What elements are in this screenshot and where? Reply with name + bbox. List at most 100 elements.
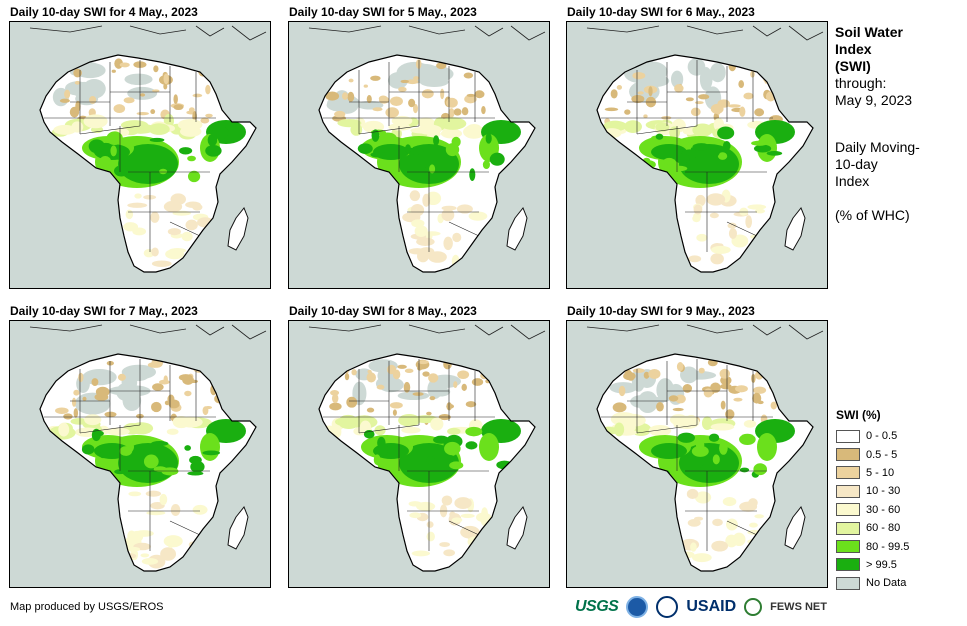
dry-patch (403, 381, 411, 393)
saturated-patch (88, 139, 105, 154)
moist-patch (709, 212, 719, 219)
saturated-patch (99, 451, 107, 459)
dry-patch (111, 69, 116, 73)
dry-patch (342, 92, 348, 100)
moist-patch (471, 129, 483, 136)
saturated-patch (211, 126, 229, 140)
moist-patch (441, 208, 455, 222)
dry-patch (163, 83, 168, 90)
dry-patch (168, 399, 180, 409)
dry-patch (417, 360, 429, 365)
moist-patch (441, 495, 453, 506)
usaid-seal-icon (656, 596, 679, 618)
credit-text: Map produced by USGS/EROS (10, 601, 164, 613)
dry-patch (623, 371, 636, 381)
saturated-patch (671, 165, 688, 172)
moist-patch (688, 255, 702, 263)
moist-patch (179, 126, 202, 137)
dry-patch (113, 104, 126, 114)
dry-patch (206, 73, 212, 79)
legend-item: 0 - 0.5 (836, 427, 909, 445)
saturated-patch (119, 446, 133, 456)
legend-item: 30 - 60 (836, 501, 909, 519)
map-panel-1 (9, 21, 271, 289)
no-data-patch (687, 58, 706, 76)
moist-patch (443, 549, 456, 557)
moist-patch (408, 501, 422, 507)
africa-coastline (596, 353, 814, 572)
dry-patch (216, 373, 221, 383)
dry-patch (719, 368, 730, 379)
saturated-patch (151, 441, 169, 447)
dry-patch (443, 359, 452, 370)
dry-patch (422, 371, 430, 377)
dry-patch (331, 393, 339, 404)
dry-patch (674, 84, 684, 93)
saturated-patch (187, 170, 201, 183)
dry-patch (123, 97, 135, 104)
africa-map (586, 324, 824, 572)
dry-patch (637, 91, 644, 95)
moist-patch (452, 232, 462, 243)
dry-patch (436, 62, 447, 70)
moist-patch (84, 414, 102, 426)
legend-label: 80 - 99.5 (866, 540, 910, 553)
info-desc-line1: Daily Moving- (835, 139, 920, 155)
moist-patch (696, 233, 708, 242)
moist-patch (181, 231, 193, 242)
no-data-patch (126, 365, 151, 382)
dry-patch (417, 366, 423, 371)
dry-patch (347, 91, 355, 102)
saturated-patch (81, 444, 95, 455)
dry-patch (610, 89, 618, 99)
no-data-patch (431, 386, 451, 397)
dry-patch (178, 374, 193, 381)
saturated-patch (149, 137, 165, 143)
dry-patch (136, 111, 149, 116)
wet-patch (757, 433, 777, 461)
dry-patch (676, 361, 684, 372)
africa-coastline (318, 353, 536, 572)
dry-patch (117, 373, 126, 381)
legend-item: 60 - 80 (836, 519, 909, 537)
saturated-patch (751, 140, 768, 146)
madagascar (227, 506, 249, 550)
dry-patch (481, 106, 486, 115)
dry-patch (465, 401, 477, 408)
country-border (358, 125, 420, 135)
dry-patch (184, 390, 192, 397)
saturated-patch (106, 131, 123, 145)
panel-title-5: Daily 10-day SWI for 8 May., 2023 (289, 304, 477, 318)
map-panel-5 (288, 320, 550, 588)
dry-patch (453, 108, 462, 116)
moist-patch (620, 413, 646, 427)
saturated-patch (710, 146, 720, 157)
saturated-patch (378, 132, 397, 143)
legend-title: SWI (%) (836, 408, 881, 422)
dry-patch (200, 117, 210, 124)
moist-patch (726, 518, 738, 531)
moist-patch (754, 514, 765, 519)
no-data-patch (397, 391, 430, 401)
dry-patch (426, 411, 432, 416)
dry-patch (366, 372, 376, 383)
dry-patch (453, 381, 458, 388)
saturated-patch (205, 144, 222, 157)
saturated-patch (663, 459, 672, 471)
legend-item: 5 - 10 (836, 464, 909, 482)
info-through-label: through: (835, 75, 887, 91)
legend-label: 0.5 - 5 (866, 448, 898, 461)
moist-patch (426, 531, 435, 542)
moist-patch (125, 546, 141, 552)
dry-patch (73, 68, 82, 78)
country-border (448, 221, 480, 237)
dry-patch (428, 373, 439, 383)
legend-label: 60 - 80 (866, 522, 901, 535)
europe-coastline (586, 25, 824, 41)
legend-swatch (836, 484, 860, 498)
saturated-patch (712, 454, 720, 465)
dry-patch (739, 106, 746, 117)
dry-patch (151, 401, 162, 413)
country-border (636, 424, 698, 434)
dry-patch (329, 402, 342, 411)
